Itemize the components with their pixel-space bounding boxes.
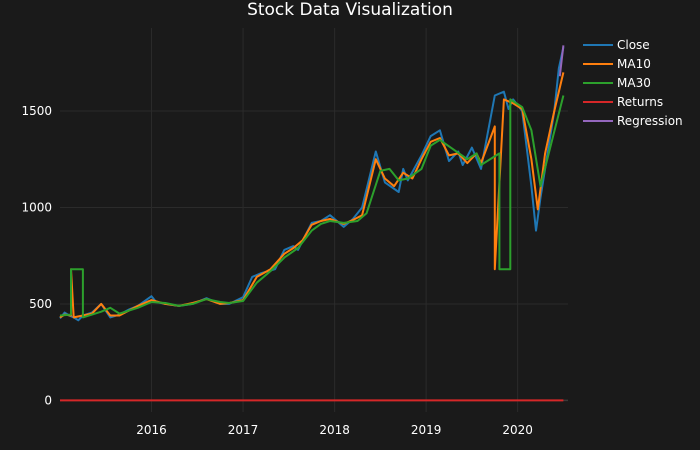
series-line-regression[interactable] xyxy=(558,45,565,77)
x-tick-label: 2016 xyxy=(136,423,167,437)
legend-item-returns[interactable]: Returns xyxy=(583,95,663,109)
series-layer xyxy=(59,45,565,402)
legend-item-ma10[interactable]: MA10 xyxy=(583,57,651,71)
chart-title: Stock Data Visualization xyxy=(247,0,453,20)
legend-label: Close xyxy=(617,38,650,52)
legend[interactable]: Close MA10 MA30 Returns Regression xyxy=(583,38,683,128)
axis-layer: 0 500 1000 1500 2016 2017 2018 2019 2020 xyxy=(21,104,532,437)
x-tick-label: 2018 xyxy=(319,423,350,437)
legend-item-close[interactable]: Close xyxy=(583,38,650,52)
legend-item-ma30[interactable]: MA30 xyxy=(583,76,651,90)
y-tick-label: 500 xyxy=(29,297,52,311)
legend-label: MA30 xyxy=(617,76,651,90)
series-line-ma30[interactable] xyxy=(59,95,565,319)
y-tick-label: 0 xyxy=(44,393,52,407)
y-tick-label: 1000 xyxy=(21,200,52,214)
x-tick-label: 2019 xyxy=(411,423,442,437)
series-line-ma10[interactable] xyxy=(59,72,565,319)
y-tick-label: 1500 xyxy=(21,104,52,118)
legend-label: Regression xyxy=(617,114,683,128)
legend-label: MA10 xyxy=(617,57,651,71)
x-tick-label: 2017 xyxy=(228,423,259,437)
legend-label: Returns xyxy=(617,95,663,109)
legend-item-regression[interactable]: Regression xyxy=(583,114,683,128)
x-tick-label: 2020 xyxy=(502,423,533,437)
